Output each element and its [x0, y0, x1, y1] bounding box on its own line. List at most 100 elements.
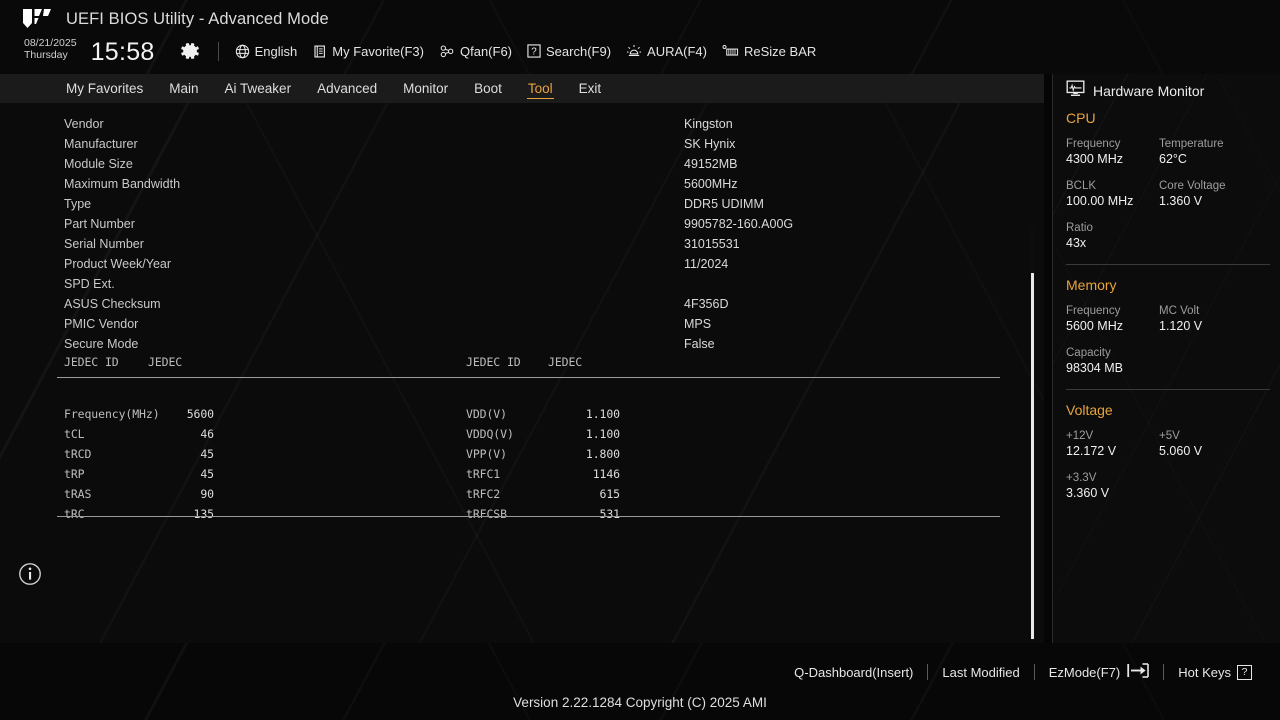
- sidebar-metric-label: +5V: [1159, 430, 1180, 442]
- spd-row[interactable]: PMIC Vendor MPS: [0, 317, 1044, 337]
- spd-value: Kingston: [684, 117, 733, 131]
- sidebar-metric: +5V 5.060 V: [1159, 430, 1252, 458]
- aura-label: AURA(F4): [647, 43, 707, 59]
- sidebar-section-title-memory: Memory: [1066, 277, 1117, 293]
- sidebar-metric-value: 4300 MHz: [1066, 152, 1123, 166]
- timing-row[interactable]: tCL 46 VDDQ(V) 1.100: [0, 427, 1044, 447]
- timing-right-label: tRFC2: [466, 487, 501, 501]
- timing-row[interactable]: tRCD 45 VPP(V) 1.800: [0, 447, 1044, 467]
- spd-value: False: [684, 337, 715, 351]
- sidebar-metric-label: BCLK: [1066, 180, 1097, 192]
- footer-button-ezmode-f7-[interactable]: EzMode(F7): [1035, 663, 1164, 681]
- spd-value: MPS: [684, 317, 712, 331]
- timing-left-label: tRAS: [64, 487, 92, 501]
- search-icon: ?: [527, 44, 541, 58]
- footer-button-label: Last Modified: [942, 664, 1020, 680]
- search-button[interactable]: ? Search(F9): [527, 44, 611, 59]
- left-table-id-header: JEDEC ID: [64, 355, 119, 369]
- nav-item-label: My Favorites: [66, 81, 144, 96]
- nav-item-ai-tweaker[interactable]: Ai Tweaker: [212, 74, 305, 103]
- sidebar-metric-row: Ratio 43x: [1066, 222, 1270, 250]
- spd-label: PMIC Vendor: [64, 317, 139, 331]
- resize-bar-button[interactable]: ReSize BAR: [722, 44, 816, 59]
- sidebar-metric-row: +3.3V 3.360 V: [1066, 472, 1270, 500]
- clock-text: 15:58: [90, 37, 155, 66]
- spd-row[interactable]: Product Week/Year 11/2024: [0, 257, 1044, 277]
- nav-item-monitor[interactable]: Monitor: [390, 74, 461, 103]
- nav-item-tool[interactable]: Tool: [515, 74, 566, 103]
- hardware-monitor-title: Hardware Monitor: [1093, 83, 1205, 99]
- gear-icon[interactable]: [180, 40, 202, 62]
- qfan-button[interactable]: Qfan(F6): [439, 44, 512, 59]
- spd-row[interactable]: SPD Ext.: [0, 277, 1044, 297]
- timing-row[interactable]: tRP 45 tRFC1 1146: [0, 467, 1044, 487]
- spd-label: Secure Mode: [64, 337, 139, 351]
- left-table-value-header: JEDEC: [148, 355, 183, 369]
- nav-item-advanced[interactable]: Advanced: [304, 74, 390, 103]
- spd-row[interactable]: ASUS Checksum 4F356D: [0, 297, 1044, 317]
- footer-button-hot-keys[interactable]: Hot Keys?: [1164, 664, 1266, 680]
- spd-row[interactable]: Vendor Kingston: [0, 117, 1044, 137]
- sidebar-metric-label: Frequency: [1066, 305, 1121, 317]
- spd-row[interactable]: Module Size 49152MB: [0, 157, 1044, 177]
- spd-value: 49152MB: [684, 157, 738, 171]
- spd-row[interactable]: Secure Mode False: [0, 337, 1044, 357]
- main-content-panel: Vendor Kingston Manufacturer SK Hynix Module…: [0, 103, 1044, 643]
- language-button[interactable]: English: [235, 44, 297, 59]
- spd-label: Vendor: [64, 117, 104, 131]
- sidebar-metric-row: BCLK 100.00 MHz Core Voltage 1.360 V: [1066, 180, 1270, 208]
- nav-item-my-favorites[interactable]: My Favorites: [53, 74, 156, 103]
- sidebar-metric: Ratio 43x: [1066, 222, 1159, 250]
- nav-item-label: Advanced: [317, 81, 378, 96]
- timing-row[interactable]: tRAS 90 tRFC2 615: [0, 487, 1044, 507]
- spd-row[interactable]: Maximum Bandwidth 5600MHz: [0, 177, 1044, 197]
- my-favorite-button[interactable]: My Favorite(F3): [312, 44, 424, 59]
- datetime-display: 08/21/2025 Thursday 15:58: [24, 37, 155, 66]
- header-toolbar: 08/21/2025 Thursday 15:58: [24, 37, 816, 66]
- qfan-icon: [439, 44, 455, 59]
- sidebar-metric-value: 1.120 V: [1159, 319, 1203, 333]
- resize-bar-label: ReSize BAR: [744, 43, 817, 59]
- globe-icon: [235, 44, 250, 59]
- sidebar-metric: +3.3V 3.360 V: [1066, 472, 1159, 500]
- spd-value: 11/2024: [684, 257, 729, 271]
- nav-item-label: Boot: [474, 81, 502, 96]
- sidebar-metric: Core Voltage 1.360 V: [1159, 180, 1252, 208]
- timing-row[interactable]: Frequency(MHz) 5600 VDD(V) 1.100: [0, 407, 1044, 427]
- spd-row[interactable]: Manufacturer SK Hynix: [0, 137, 1044, 157]
- sidebar-divider: [1052, 74, 1053, 643]
- timing-right-value: 1146: [592, 467, 620, 481]
- page-title: UEFI BIOS Utility - Advanced Mode: [66, 9, 329, 28]
- timing-row[interactable]: tRC 135 tRFCSB 531: [0, 507, 1044, 527]
- spd-value: SK Hynix: [684, 137, 736, 151]
- footer-button-q-dashboard-insert-[interactable]: Q-Dashboard(Insert): [780, 665, 927, 680]
- timing-top-rule: [57, 377, 1000, 378]
- timing-right-value: 1.800: [585, 447, 620, 461]
- info-icon[interactable]: [18, 562, 41, 585]
- nav-item-main[interactable]: Main: [156, 74, 211, 103]
- sidebar-metric-label: Frequency: [1066, 138, 1121, 150]
- hardware-monitor-sections: CPU Frequency 4300 MHz Temperature 62°C BCLK 1…: [1066, 110, 1270, 514]
- timing-tables: JEDEC ID JEDEC JEDEC ID JEDEC Frequency(…: [0, 353, 1044, 527]
- sidebar-metric: +12V 12.172 V: [1066, 430, 1159, 458]
- spd-row[interactable]: Part Number 9905782-160.A00G: [0, 217, 1044, 237]
- nav-item-label: Ai Tweaker: [224, 81, 292, 96]
- sidebar-metric: Temperature 62°C: [1159, 138, 1252, 166]
- sidebar-metric-label: +3.3V: [1066, 472, 1097, 484]
- favorite-icon: [312, 44, 327, 59]
- aura-button[interactable]: AURA(F4): [626, 44, 707, 59]
- tuf-gaming-logo-icon: [21, 7, 55, 31]
- nav-item-exit[interactable]: Exit: [566, 74, 615, 103]
- nav-item-boot[interactable]: Boot: [461, 74, 515, 103]
- spd-label: Type: [64, 197, 92, 211]
- question-key-icon: ?: [1237, 664, 1252, 680]
- footer-divider: [927, 664, 929, 680]
- header-bar: UEFI BIOS Utility - Advanced Mode 08/21/…: [0, 0, 1280, 74]
- resize-bar-icon: [722, 44, 739, 59]
- timing-right-label: tRFCSB: [466, 507, 507, 521]
- spd-row[interactable]: Type DDR5 UDIMM: [0, 197, 1044, 217]
- content-scrollbar[interactable]: [1030, 227, 1035, 640]
- spd-row[interactable]: Serial Number 31015531: [0, 237, 1044, 257]
- scrollbar-thumb[interactable]: [1031, 273, 1034, 639]
- footer-button-last-modified[interactable]: Last Modified: [928, 665, 1033, 680]
